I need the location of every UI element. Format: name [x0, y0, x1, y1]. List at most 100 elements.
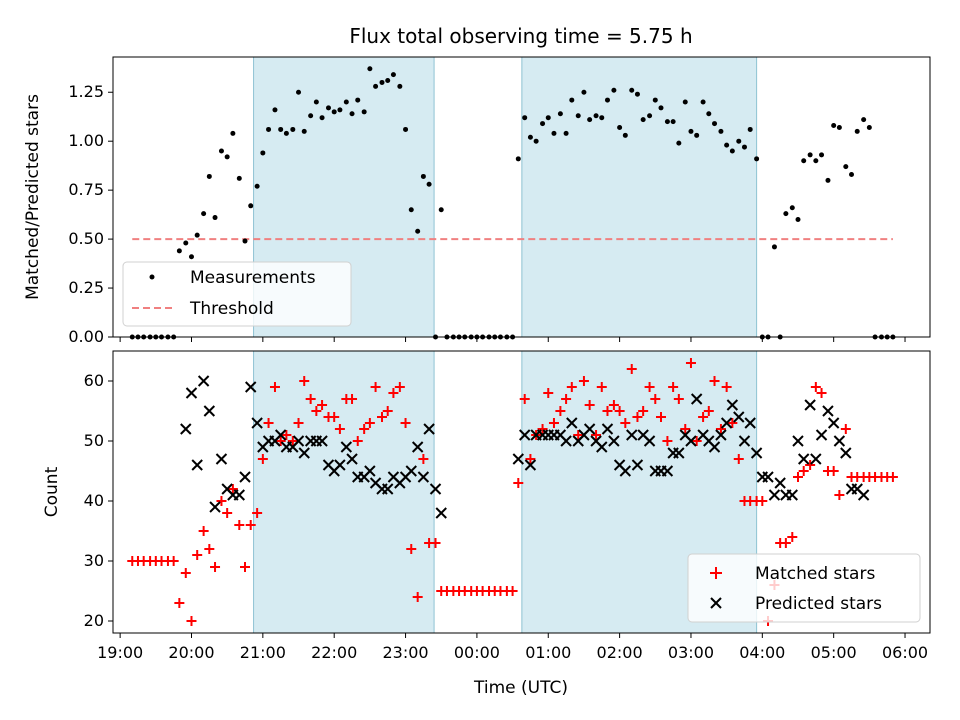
matched-star-point	[834, 490, 845, 500]
matched-star-point	[519, 394, 530, 404]
measurement-point	[325, 105, 331, 111]
matched-star-point	[513, 478, 524, 488]
predicted-star-point	[417, 471, 430, 483]
predicted-star-point	[411, 441, 424, 453]
measurement-point	[301, 128, 307, 134]
matched-star-point	[787, 532, 798, 542]
predicted-star-point	[274, 429, 287, 441]
matched-star-point	[703, 406, 714, 416]
measurement-point	[706, 111, 712, 117]
matched-star-point	[602, 406, 613, 416]
predicted-star-point	[810, 453, 822, 465]
bottom-ytick-label: 40	[84, 491, 104, 510]
measurement-point	[194, 232, 200, 238]
matched-star-point	[650, 394, 661, 404]
top-ytick-label: 1.25	[68, 82, 104, 101]
measurement-point	[337, 107, 343, 113]
matched-star-point	[245, 520, 256, 530]
top-ytick-label: 1.00	[68, 131, 104, 150]
measurement-point	[789, 205, 795, 211]
matched-star-point	[632, 412, 643, 422]
predicted-star-point	[690, 393, 703, 405]
matched-star-point	[329, 412, 340, 422]
measurement-point	[426, 181, 432, 187]
matched-star-point	[400, 418, 411, 428]
measurement-point	[795, 217, 801, 223]
matched-star-point	[709, 376, 720, 386]
matched-star-point	[798, 466, 809, 476]
measurement-point	[331, 109, 337, 115]
predicted-star-point	[762, 471, 774, 483]
matched-star-point	[364, 418, 375, 428]
measurement-point	[272, 107, 278, 113]
top-y-axis-label: Matched/Predicted stars	[23, 94, 43, 300]
matched-star-point	[240, 562, 251, 572]
matched-star-point	[887, 472, 898, 482]
matched-star-point	[269, 382, 280, 392]
predicted-star-point	[631, 459, 644, 471]
predicted-star-point	[524, 459, 537, 471]
measurement-point	[724, 142, 730, 148]
measurement-point	[361, 109, 367, 115]
measurement-point	[694, 132, 700, 138]
predicted-star-point	[519, 429, 531, 441]
matched-star-point	[406, 544, 417, 554]
matched-star-point	[317, 400, 328, 410]
measurement-point	[379, 79, 385, 85]
matched-star-point	[347, 394, 358, 404]
measurement-point	[599, 115, 605, 121]
matched-star-point	[757, 496, 768, 506]
matched-star-point	[644, 382, 655, 392]
top-ytick-label: 0.75	[68, 180, 104, 199]
matched-star-point	[828, 466, 839, 476]
xtick-label: 00:00	[454, 643, 500, 662]
matched-star-point	[370, 382, 381, 392]
measurement-point	[355, 97, 361, 103]
measurement-point	[183, 240, 189, 246]
measurement-point	[854, 128, 860, 134]
measurement-point	[819, 152, 825, 158]
predicted-star-point	[601, 423, 614, 435]
predicted-star-point	[733, 411, 745, 423]
predicted-star-point	[786, 489, 798, 501]
predicted-star-point	[298, 447, 310, 459]
xtick-label: 01:00	[525, 643, 571, 662]
predicted-star-point	[643, 435, 656, 447]
predicted-star-point	[197, 375, 210, 387]
measurement-point	[212, 215, 218, 221]
matched-star-point	[537, 424, 548, 434]
legend-threshold-label: Threshold	[189, 299, 274, 319]
measurement-point	[604, 97, 610, 103]
measurement-point	[540, 121, 546, 127]
measurement-point	[569, 97, 575, 103]
predicted-star-point	[744, 417, 756, 429]
matched-star-point	[584, 400, 595, 410]
measurement-point	[652, 97, 658, 103]
measurement-point	[866, 124, 872, 130]
measurement-point	[640, 117, 646, 123]
measurement-point	[515, 156, 521, 162]
predicted-star-point	[673, 447, 685, 459]
predicted-star-point	[708, 441, 721, 453]
measurement-point	[533, 138, 539, 144]
xtick-label: 03:00	[668, 643, 714, 662]
predicted-star-point	[608, 435, 620, 447]
matched-star-point	[780, 538, 791, 548]
measurement-point	[581, 89, 587, 95]
matched-star-point	[608, 400, 619, 410]
measurement-point	[545, 115, 551, 121]
chart-title: Flux total observing time = 5.75 h	[349, 24, 692, 48]
legend-predicted-marker	[710, 597, 722, 609]
measurement-point	[367, 66, 373, 72]
predicted-star-point	[804, 399, 816, 411]
measurement-point	[849, 171, 855, 177]
legend-matched-label: Matched stars	[755, 564, 875, 584]
top-panel: 0.00 0.25 0.50 0.75 1.00 1.25 Matched/Predict…	[23, 56, 931, 346]
bottom-y-axis-label: Count	[42, 466, 62, 517]
predicted-star-point	[726, 399, 739, 411]
measurement-point	[736, 138, 742, 144]
matched-star-point	[377, 412, 388, 422]
measurement-point	[587, 117, 593, 123]
predicted-star-point	[827, 417, 840, 429]
matched-star-point	[252, 508, 263, 518]
